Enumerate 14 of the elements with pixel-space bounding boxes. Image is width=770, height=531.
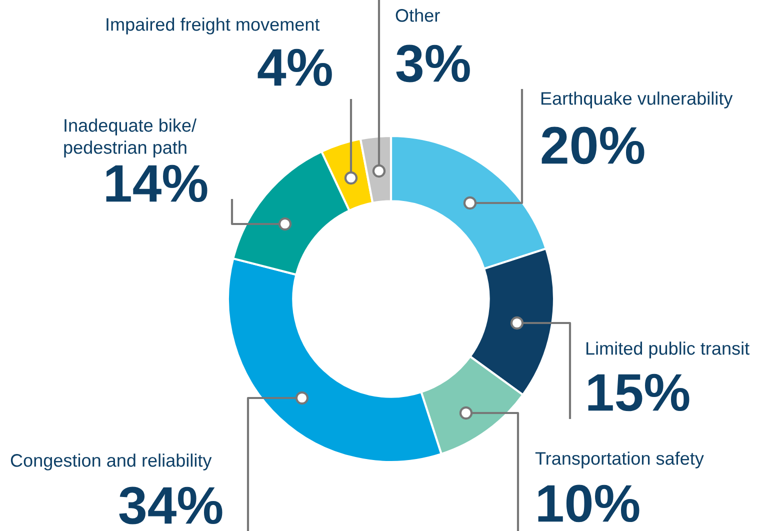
slice-label: Congestion and reliability <box>10 454 212 470</box>
data-label: 20% <box>542 126 644 164</box>
slice-label: Earthquake vulnerability <box>541 92 733 108</box>
data-label: 10% <box>538 484 640 522</box>
slice-label: Impaired freight movement <box>106 18 320 34</box>
data-label: 14% <box>106 164 208 202</box>
slice-label: Limited public transit <box>586 342 750 358</box>
data-label: 15% <box>588 374 690 412</box>
data-label: 4% <box>258 48 332 86</box>
slice-label: Other <box>396 8 440 22</box>
slice-label: Transportation safety <box>535 452 704 468</box>
data-label: 3% <box>396 44 470 82</box>
slice-label: Inadequate bike/ pedestrian path <box>64 118 197 158</box>
data-label: 34% <box>119 486 222 524</box>
